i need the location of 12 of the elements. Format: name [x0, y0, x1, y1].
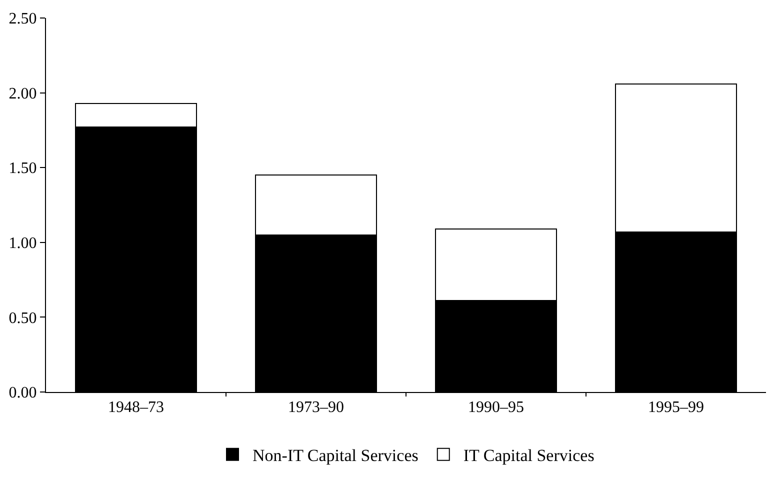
y-tick-label: 0.50: [8, 310, 37, 327]
y-tick-label: 2.00: [8, 85, 37, 102]
legend-label: Non-IT Capital Services: [252, 446, 418, 466]
legend-label: IT Capital Services: [463, 446, 594, 466]
y-tick-label: 1.50: [8, 160, 37, 178]
y-tick-label: 0.00: [8, 384, 37, 402]
y-tick-label: 1.00: [8, 235, 37, 252]
y-tick-label: 2.50: [8, 10, 37, 28]
x-tick-label: 1948–73: [108, 399, 164, 416]
x-tick-label: 1995–99: [648, 399, 704, 416]
x-tick-label: 1973–90: [288, 399, 344, 416]
x-tick-label: 1990–95: [468, 399, 524, 416]
